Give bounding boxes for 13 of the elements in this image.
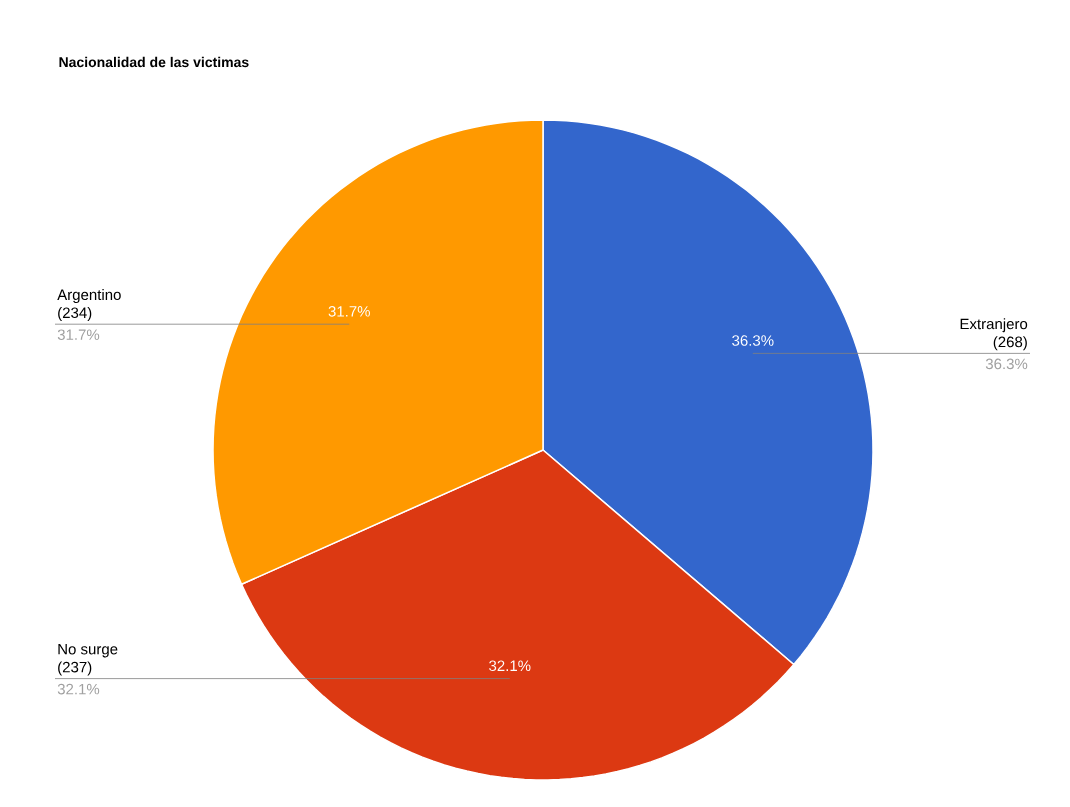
- data-label: 36.3%: [732, 335, 774, 346]
- data-label: 32.1%: [489, 660, 531, 672]
- slice-label: Argentino: [57, 289, 121, 303]
- data-label: 31.7%: [328, 306, 370, 317]
- chart-title: Nacionalidad de las victimas: [59, 56, 249, 68]
- text: 32.1%: [57, 683, 100, 695]
- text: 31.7%: [57, 329, 100, 341]
- text: (237): [58, 661, 92, 676]
- text: 36.3%: [985, 358, 1028, 370]
- slice-label: Extranjero: [960, 318, 1028, 333]
- text: (234): [58, 307, 92, 321]
- text: (268): [993, 336, 1027, 351]
- slice-label: No surge: [58, 643, 118, 658]
